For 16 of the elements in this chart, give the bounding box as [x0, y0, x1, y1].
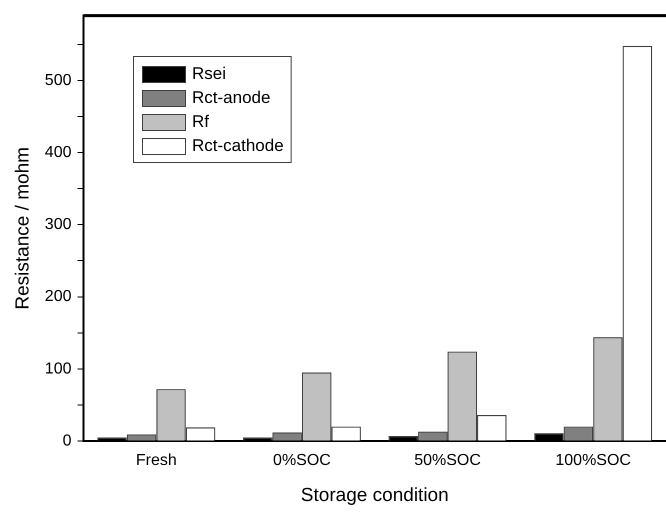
y-tick-label: 0	[62, 432, 72, 450]
y-tick-label: 100	[44, 360, 72, 378]
legend-label: Rf	[192, 112, 210, 132]
y-tick-label: 200	[44, 288, 72, 306]
y-axis-title: Resistance / mohm	[12, 146, 34, 310]
x-axis-title: Storage condition	[300, 484, 449, 506]
x-tick-label: Fresh	[136, 452, 177, 470]
x-tick-label: 0%SOC	[273, 452, 331, 470]
legend-label: Rsei	[192, 64, 226, 84]
y-tick-label: 400	[44, 144, 72, 161]
legend-label: Rct-cathode	[192, 136, 284, 156]
x-tick-label: 100%SOC	[555, 452, 631, 470]
x-tick-label: 50%SOC	[414, 452, 481, 470]
legend-label: Rct-anode	[192, 88, 270, 108]
y-tick-label: 300	[44, 216, 72, 234]
y-tick-label: 500	[44, 72, 72, 89]
